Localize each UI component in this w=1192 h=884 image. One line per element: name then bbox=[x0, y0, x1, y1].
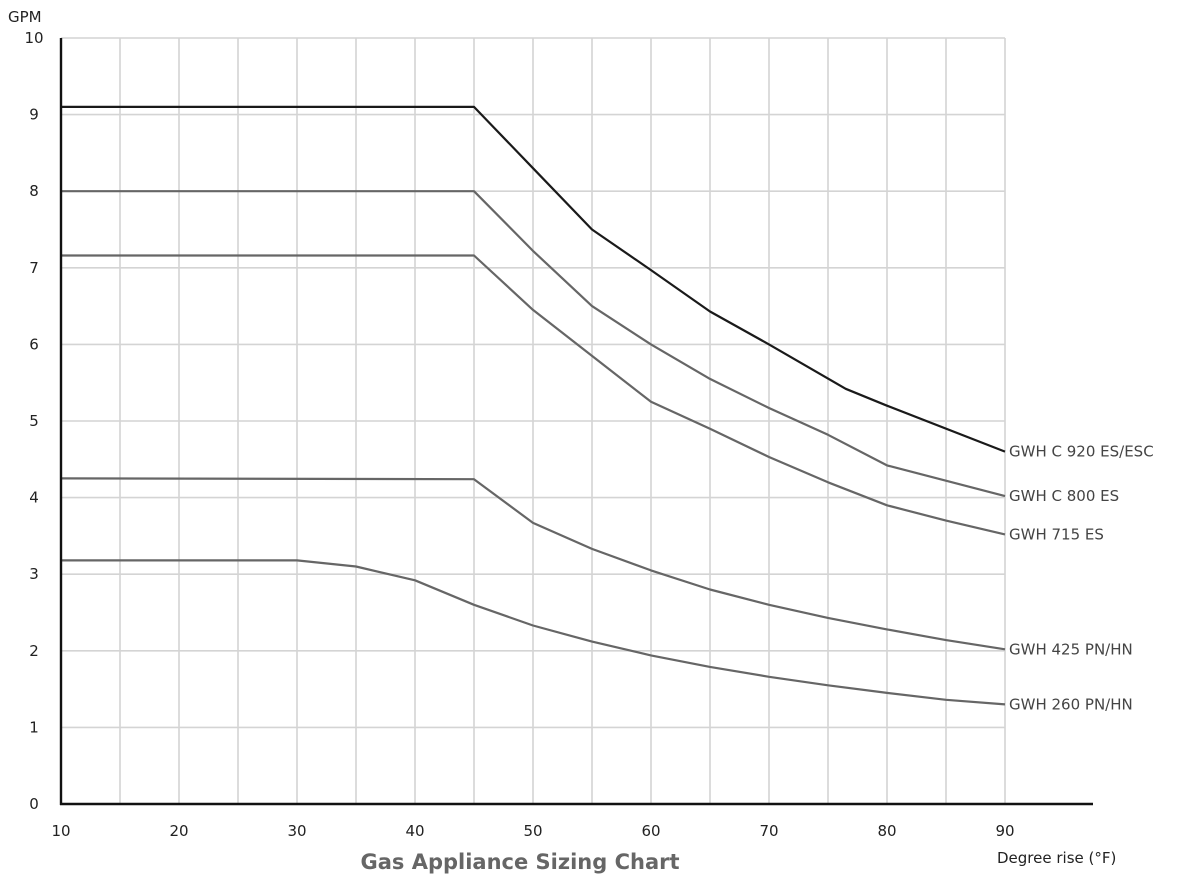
x-tick-label: 80 bbox=[877, 822, 896, 840]
series-labels: GWH C 920 ES/ESC GWH C 800 ES GWH 715 ES GW… bbox=[1009, 443, 1154, 714]
series-line-gwh-260-pn-hn bbox=[61, 559, 1006, 706]
x-tick-label: 70 bbox=[759, 822, 778, 840]
series-lines bbox=[60, 105, 1006, 706]
y-tick-label: 7 bbox=[29, 259, 39, 277]
x-tick-label: 10 bbox=[51, 822, 70, 840]
y-tick-label: 0 bbox=[29, 795, 39, 813]
x-axis-title: Degree rise (°F) bbox=[997, 849, 1116, 867]
axes bbox=[59, 38, 1093, 806]
series-line-gwh-715-es bbox=[61, 254, 1006, 536]
y-tick-label: 4 bbox=[29, 489, 39, 507]
y-tick-label: 10 bbox=[24, 29, 43, 47]
x-tick-label: 40 bbox=[405, 822, 424, 840]
y-tick-label: 9 bbox=[29, 106, 39, 124]
x-tick-label: 20 bbox=[169, 822, 188, 840]
series-line-gwh-c-800-es bbox=[61, 190, 1006, 498]
grid-lines bbox=[61, 37, 1006, 804]
series-label: GWH C 920 ES/ESC bbox=[1009, 443, 1154, 461]
series-label: GWH 260 PN/HN bbox=[1009, 695, 1133, 713]
y-tick-label: 5 bbox=[29, 412, 39, 430]
series-label: GWH 715 ES bbox=[1009, 525, 1104, 543]
series-line-gwh-c-920-es-esc bbox=[61, 105, 1006, 453]
series-line-gwh-425-pn-hn bbox=[60, 477, 1006, 651]
y-tick-label: 8 bbox=[29, 182, 39, 200]
chart-title: Gas Appliance Sizing Chart bbox=[360, 850, 679, 874]
y-axis-title: GPM bbox=[8, 8, 42, 26]
x-tick-label: 60 bbox=[641, 822, 660, 840]
x-tick-label: 90 bbox=[995, 822, 1014, 840]
series-label: GWH 425 PN/HN bbox=[1009, 640, 1133, 658]
series-label: GWH C 800 ES bbox=[1009, 487, 1119, 505]
x-tick-label: 30 bbox=[287, 822, 306, 840]
y-tick-label: 3 bbox=[29, 565, 39, 583]
tick-labels: 10 20 30 40 50 60 70 80 90 0 1 2 3 4 5 6 7 8 9 10 bbox=[24, 29, 1014, 840]
y-tick-label: 6 bbox=[29, 335, 39, 353]
y-tick-label: 2 bbox=[29, 642, 39, 660]
x-tick-label: 50 bbox=[523, 822, 542, 840]
y-tick-label: 1 bbox=[29, 718, 39, 736]
